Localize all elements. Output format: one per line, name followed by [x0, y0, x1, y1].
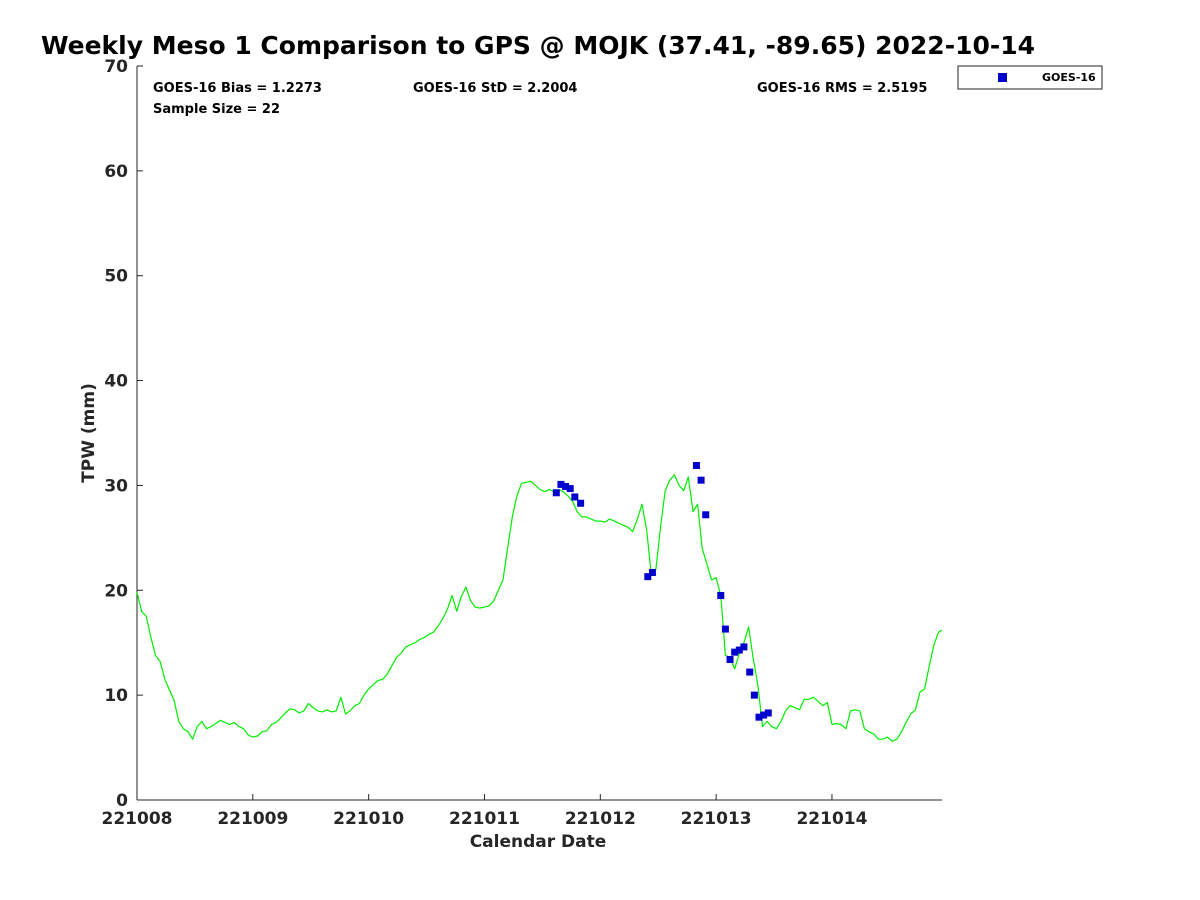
x-ticks: 221008 221009 221010 221011 221012 221013 2210…	[102, 794, 868, 829]
x-tick-label: 221008	[102, 809, 173, 829]
goes16-point	[764, 709, 772, 717]
gps-series	[136, 474, 943, 742]
x-tick-label: 221011	[449, 809, 520, 829]
y-axis-label: TPW (mm)	[79, 383, 99, 483]
x-tick-label: 221013	[681, 809, 752, 829]
goes16-point	[692, 462, 700, 470]
goes16-series	[552, 462, 772, 721]
goes16-point	[731, 648, 739, 656]
goes16-point	[735, 646, 743, 654]
stat-sample-size: Sample Size = 22	[153, 102, 280, 117]
goes16-point	[566, 485, 574, 493]
goes16-point	[740, 643, 748, 651]
goes16-point	[562, 482, 570, 490]
goes16-point	[571, 493, 579, 501]
goes16-point	[702, 511, 710, 519]
y-tick-label: 60	[104, 162, 128, 182]
y-ticks: 0 10 20 30 40 50 60 70	[104, 57, 143, 811]
goes16-point	[552, 489, 560, 497]
goes16-point	[557, 480, 565, 488]
stat-rms: GOES-16 RMS = 2.5195	[757, 81, 927, 96]
goes16-point	[750, 691, 758, 699]
y-tick-label: 50	[104, 267, 128, 287]
goes16-point	[760, 711, 768, 719]
x-tick-label: 221014	[796, 809, 867, 829]
goes16-point	[717, 592, 725, 600]
legend-marker-goes16	[998, 73, 1007, 82]
gps-line	[136, 474, 943, 742]
x-axis-label: Calendar Date	[470, 832, 607, 852]
chart-title: Weekly Meso 1 Comparison to GPS @ MOJK (…	[41, 31, 1035, 60]
goes16-point	[644, 573, 652, 581]
stat-std: GOES-16 StD = 2.2004	[413, 81, 577, 96]
y-tick-label: 70	[104, 57, 128, 77]
plot-area	[137, 66, 942, 800]
goes16-point	[755, 713, 763, 721]
goes16-point	[726, 655, 734, 663]
x-tick-label: 221009	[217, 809, 288, 829]
goes16-point	[648, 568, 656, 576]
legend: GOES-16	[957, 65, 1103, 90]
x-tick-label: 221012	[565, 809, 636, 829]
legend-label-goes16: GOES-16	[1042, 71, 1096, 84]
goes16-point	[746, 668, 754, 676]
y-tick-label: 10	[104, 686, 128, 706]
x-tick-label: 221010	[333, 809, 404, 829]
legend-box	[957, 65, 1103, 90]
stat-bias: GOES-16 Bias = 1.2273	[153, 81, 322, 96]
goes16-point	[577, 499, 585, 507]
y-tick-label: 40	[104, 372, 128, 392]
goes16-point	[697, 476, 705, 484]
goes16-point	[721, 625, 729, 633]
y-tick-label: 0	[116, 791, 128, 811]
y-tick-label: 20	[104, 581, 128, 601]
y-tick-label: 30	[104, 476, 128, 496]
